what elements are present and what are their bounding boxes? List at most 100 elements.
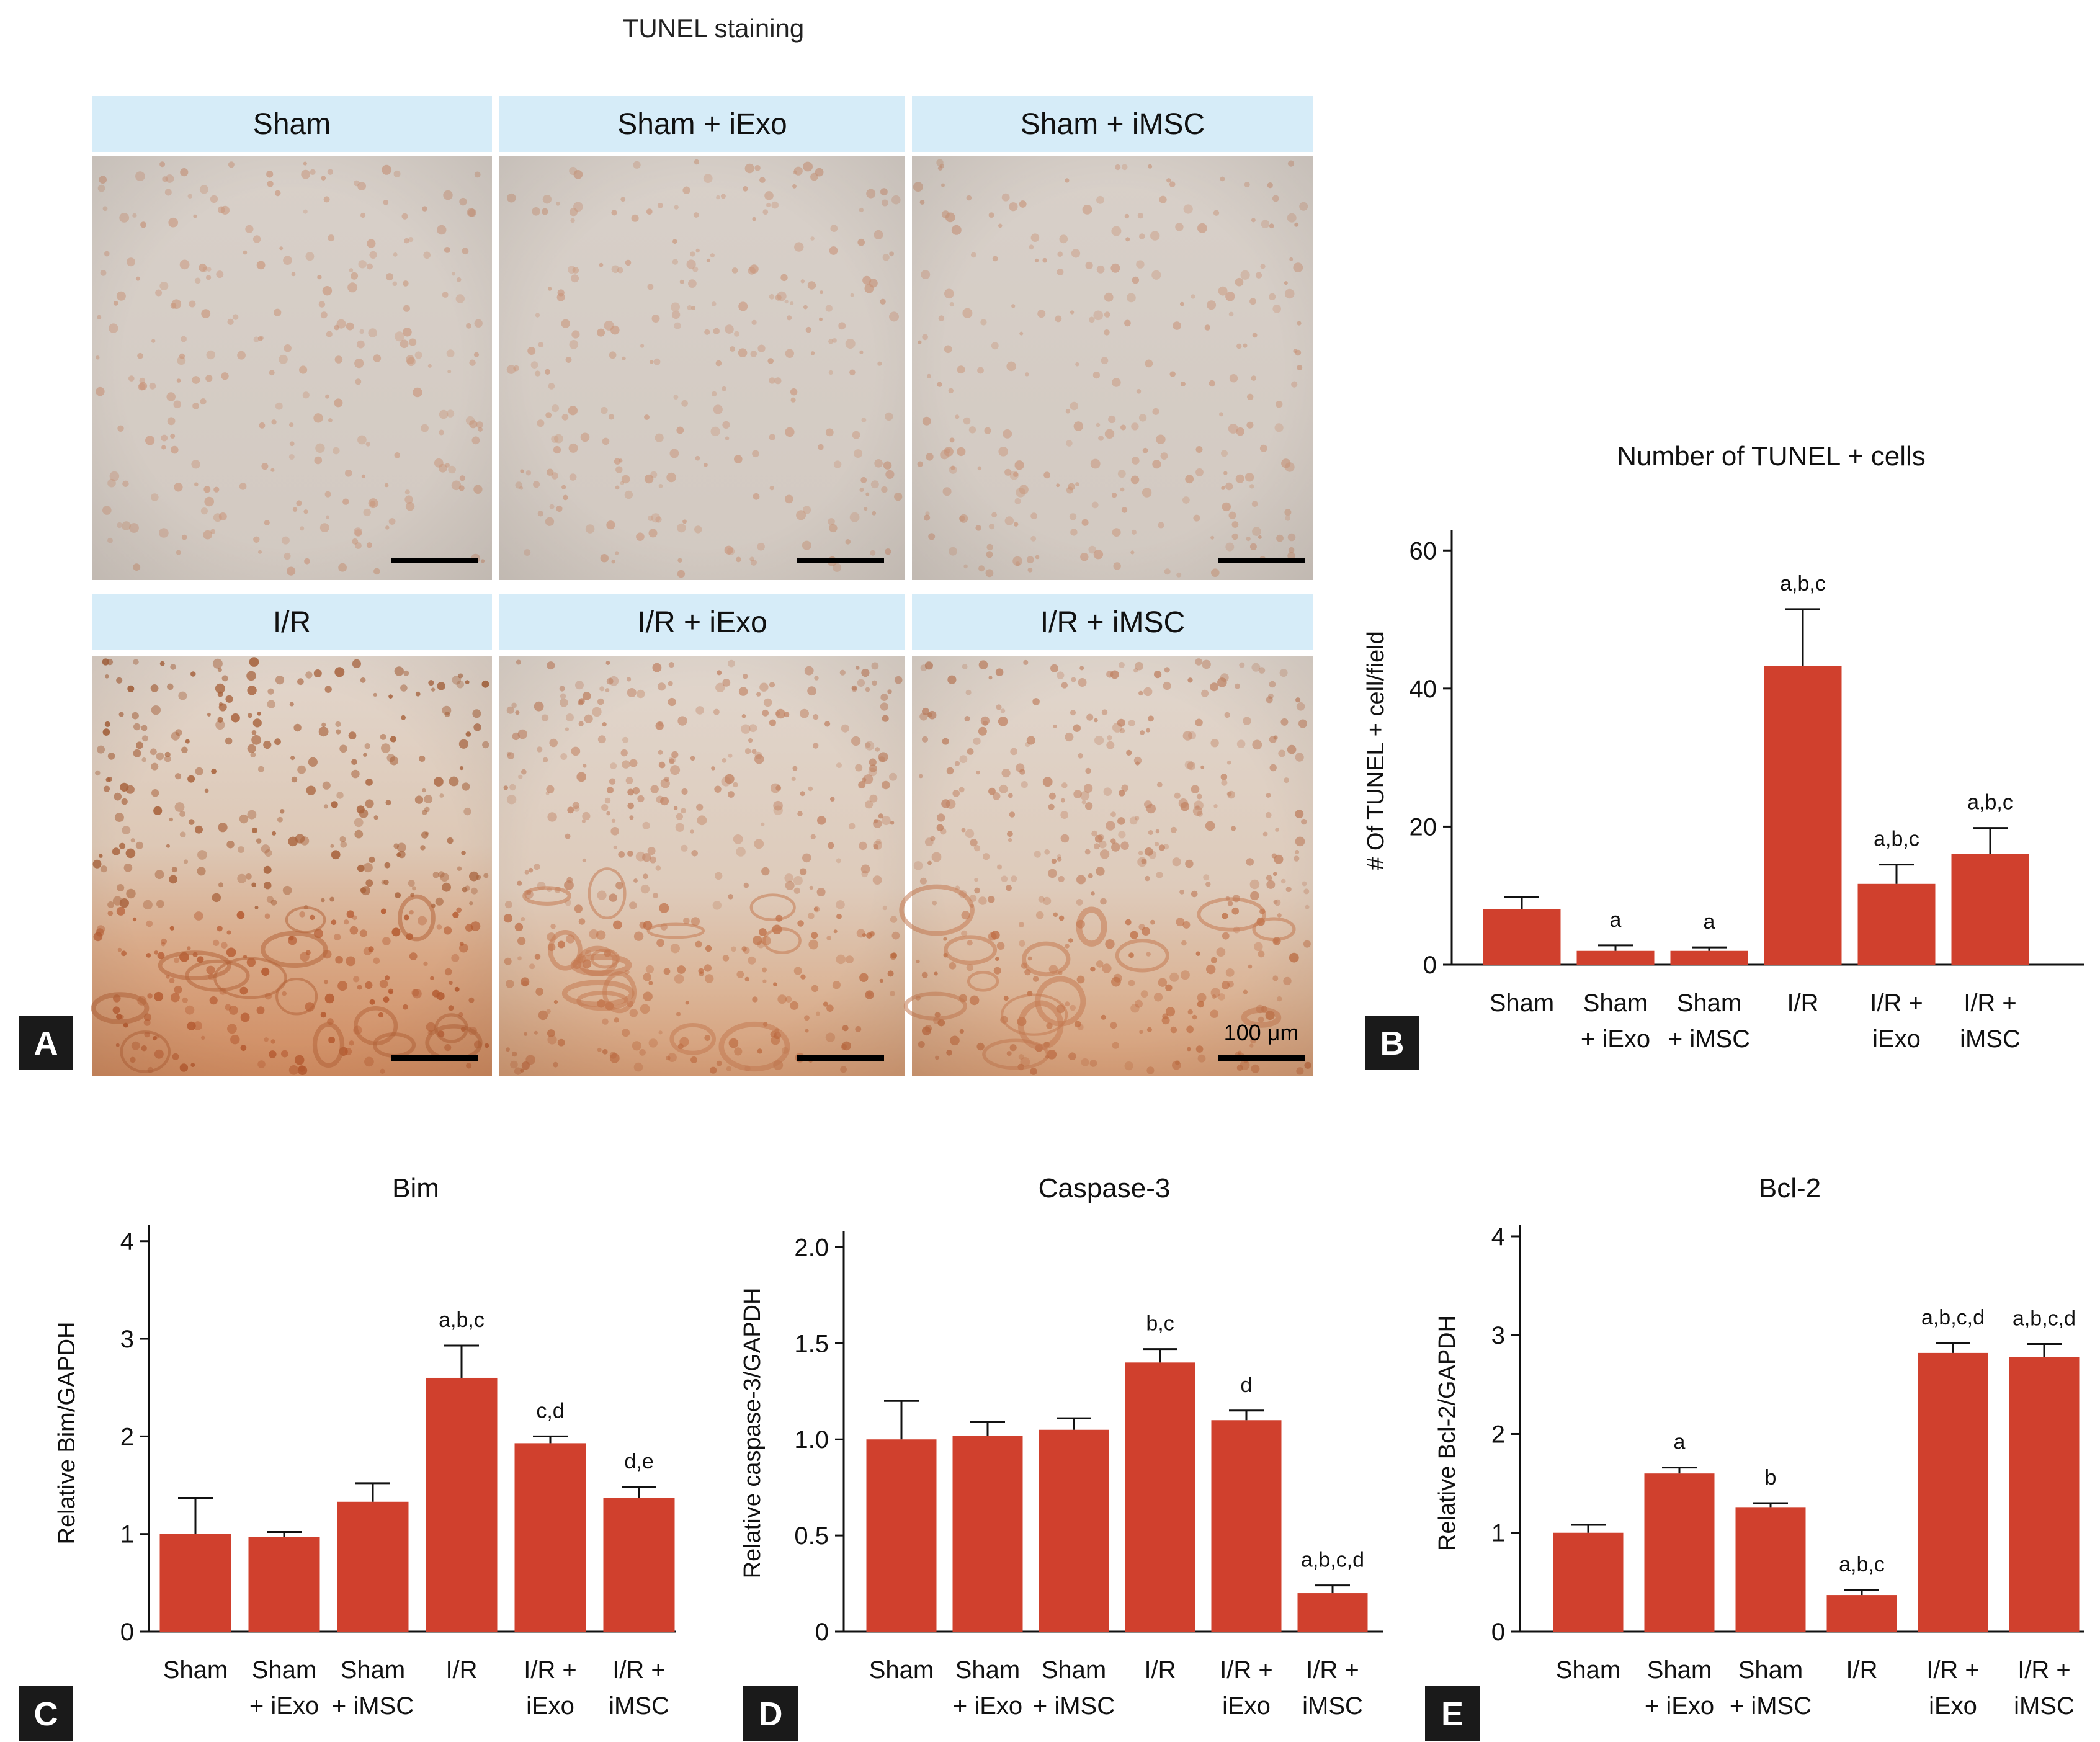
x-tick-label: + iExo xyxy=(1581,1025,1650,1053)
x-tick-label: Sham xyxy=(1583,989,1648,1017)
panel-letter-e: E xyxy=(1425,1686,1480,1741)
bar xyxy=(159,1534,231,1632)
bar xyxy=(337,1501,409,1632)
x-tick-label: Sham xyxy=(1647,1656,1712,1684)
significance-label: d xyxy=(1241,1374,1253,1397)
scale-bar-label: 100 μm xyxy=(1224,1020,1299,1045)
x-tick-label: iExo xyxy=(1872,1025,1921,1053)
bar xyxy=(603,1498,675,1632)
scale-bar xyxy=(797,558,884,563)
significance-label: a,b,c xyxy=(439,1308,485,1332)
bar xyxy=(426,1377,498,1632)
x-tick-label: iMSC xyxy=(2014,1692,2075,1720)
bar xyxy=(1644,1473,1715,1632)
x-tick-label: Sham xyxy=(1677,989,1742,1017)
bar xyxy=(1918,1352,1988,1632)
bar xyxy=(1735,1507,1806,1632)
micrograph-6: I/R + iMSC 100 μm xyxy=(899,594,1313,1076)
x-tick-label: I/R + xyxy=(524,1656,577,1684)
significance-label: a xyxy=(1610,908,1622,932)
y-tick-label: 4 xyxy=(120,1228,134,1256)
x-tick-label: I/R xyxy=(445,1656,477,1684)
scale-bar xyxy=(1218,558,1305,563)
bar xyxy=(1297,1593,1368,1632)
bar xyxy=(1826,1595,1897,1632)
svg-text:D: D xyxy=(759,1695,783,1733)
bar xyxy=(1764,666,1842,965)
bar xyxy=(1951,854,2029,965)
micrograph-header xyxy=(499,96,905,152)
micrograph-3: Sham + iMSC xyxy=(912,96,1313,580)
chart-title: Caspase-3 xyxy=(1039,1173,1171,1204)
y-tick-label: 2 xyxy=(120,1423,134,1450)
x-tick-label: iMSC xyxy=(1302,1692,1363,1720)
bar xyxy=(1857,883,1936,965)
y-axis-label: Relative caspase-3/GAPDH xyxy=(739,1288,766,1579)
bar xyxy=(1553,1532,1624,1632)
x-tick-label: Sham xyxy=(252,1656,317,1684)
bar xyxy=(248,1537,320,1632)
micrograph-label: I/R + iMSC xyxy=(1040,606,1185,639)
x-tick-label: Sham xyxy=(955,1656,1021,1684)
y-tick-label: 20 xyxy=(1410,813,1437,841)
micrograph-label: Sham + iMSC xyxy=(1021,108,1205,141)
bar xyxy=(1576,950,1655,965)
x-tick-label: Sham xyxy=(163,1656,228,1684)
bar xyxy=(1670,950,1748,965)
significance-label: a xyxy=(1674,1431,1686,1454)
x-tick-label: + iMSC xyxy=(1730,1692,1812,1720)
svg-text:E: E xyxy=(1441,1695,1463,1733)
y-tick-label: 0 xyxy=(120,1619,134,1646)
x-tick-label: I/R + xyxy=(1306,1656,1359,1684)
significance-label: a,b,c xyxy=(1874,828,1919,851)
bar xyxy=(1211,1420,1282,1632)
y-tick-label: 1 xyxy=(1491,1520,1505,1547)
significance-label: a,b,c xyxy=(1839,1553,1885,1576)
micrograph-header xyxy=(92,96,492,152)
x-tick-label: iMSC xyxy=(609,1692,669,1720)
svg-text:C: C xyxy=(34,1695,58,1733)
micrograph-1: Sham xyxy=(92,96,492,580)
y-axis-label: # Of TUNEL + cell/field xyxy=(1363,631,1389,870)
panel-letter-c: C xyxy=(19,1686,73,1741)
y-axis-label: Relative Bim/GAPDH xyxy=(54,1322,80,1545)
x-tick-label: + iExo xyxy=(249,1692,319,1720)
x-tick-label: Sham xyxy=(1738,1656,1803,1684)
x-tick-label: I/R + xyxy=(1220,1656,1273,1684)
chart-panel-e: Bcl-2 Relative Bcl-2/GAPDH 0 1 2 3 4 Sham a Sham +… xyxy=(1434,1173,2084,1720)
x-tick-label: iMSC xyxy=(1960,1025,2021,1053)
x-tick-label: I/R + xyxy=(1964,989,2017,1017)
x-tick-label: I/R + xyxy=(1926,1656,1980,1684)
y-tick-label: 3 xyxy=(120,1326,134,1353)
micrograph-label: Sham + iExo xyxy=(617,108,787,141)
x-tick-label: iExo xyxy=(526,1692,574,1720)
bar xyxy=(514,1443,586,1632)
significance-label: d,e xyxy=(624,1450,653,1473)
y-tick-label: 4 xyxy=(1491,1223,1505,1251)
y-tick-label: 0.5 xyxy=(794,1522,829,1550)
micrograph-4: I/R xyxy=(91,594,492,1076)
scale-bar xyxy=(797,1055,884,1061)
chart-panel-b: Number of TUNEL + cells # Of TUNEL + cell… xyxy=(1363,441,2084,1053)
micrograph-header xyxy=(912,594,1313,650)
chart-title: Bim xyxy=(392,1173,439,1204)
chart-title: Number of TUNEL + cells xyxy=(1617,441,1926,471)
svg-text:A: A xyxy=(34,1025,58,1062)
bar xyxy=(2009,1357,2080,1632)
scale-bar xyxy=(391,558,478,563)
x-tick-label: I/R + xyxy=(612,1656,666,1684)
bar xyxy=(1483,909,1561,965)
x-tick-label: I/R + xyxy=(2017,1656,2071,1684)
panel-letter-b: B xyxy=(1365,1016,1419,1070)
x-tick-label: + iExo xyxy=(1645,1692,1714,1720)
significance-label: b,c xyxy=(1146,1312,1174,1336)
significance-label: a,b,c xyxy=(1780,572,1826,596)
chart-panel-d: Caspase-3 Relative caspase-3/GAPDH 0 0.5 1.0… xyxy=(739,1173,1383,1720)
x-tick-label: Sham xyxy=(1490,989,1555,1017)
chart-panel-c: Bim Relative Bim/GAPDH 0 1 2 3 4 Sham Sham + iExo… xyxy=(54,1173,676,1720)
panel-letter-a: A xyxy=(19,1016,73,1070)
significance-label: a,b,c,d xyxy=(1921,1306,1985,1329)
panel-a-title: TUNEL staining xyxy=(623,14,805,43)
y-tick-label: 1.5 xyxy=(794,1330,829,1357)
